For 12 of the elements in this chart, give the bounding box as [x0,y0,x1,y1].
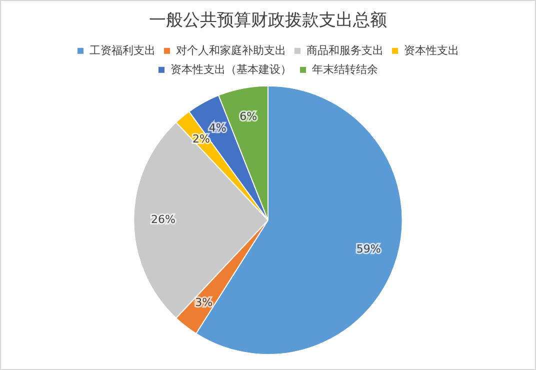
legend-label: 年末结转结余 [312,62,378,76]
data-label: 3% [195,296,213,309]
chart-title: 一般公共预算财政拨款支出总额 [149,10,387,31]
legend-label: 工资福利支出 [90,44,156,57]
legend-label: 资本性支出（基本建设） [170,62,292,76]
data-label: 26% [151,213,176,226]
data-label: 6% [240,110,258,124]
legend-label: 商品和服务支出 [306,44,384,57]
legend-label: 对个人和家庭补助支出 [176,44,286,57]
legend-label: 资本性支出 [404,44,459,57]
data-label: 4% [208,121,226,134]
data-label: 59% [356,242,381,256]
